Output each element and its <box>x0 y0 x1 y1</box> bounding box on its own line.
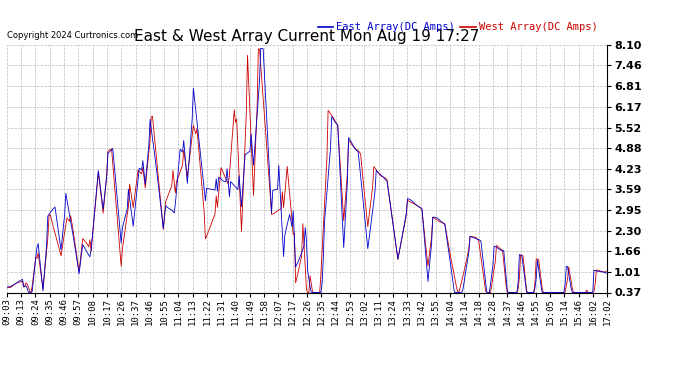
Legend: East Array(DC Amps), West Array(DC Amps): East Array(DC Amps), West Array(DC Amps) <box>313 18 602 36</box>
Title: East & West Array Current Mon Aug 19 17:27: East & West Array Current Mon Aug 19 17:… <box>135 29 480 44</box>
Text: Copyright 2024 Curtronics.com: Copyright 2024 Curtronics.com <box>7 31 138 40</box>
